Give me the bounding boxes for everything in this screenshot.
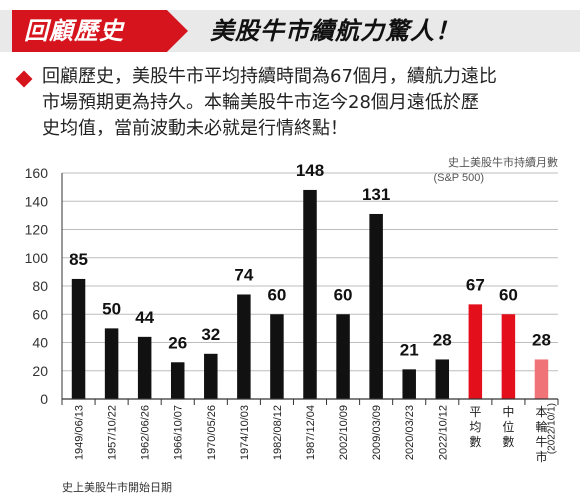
x-tick-label: 市 — [535, 449, 547, 464]
axes — [61, 173, 559, 405]
bar — [402, 369, 416, 399]
x-axis-title: 史上美股牛市開始日期 — [62, 480, 172, 494]
x-tick-label: 1982/08/12 — [272, 405, 284, 460]
x-tick-label: 位 — [502, 419, 514, 434]
data-label: 131 — [362, 185, 390, 204]
data-label: 60 — [267, 285, 286, 304]
data-label: 74 — [234, 265, 253, 284]
data-label: 21 — [400, 340, 419, 359]
data-label: 85 — [69, 250, 88, 269]
description-line-1: 回顧歷史，美股牛市平均持續時間為67個月，續航力遠比 — [42, 66, 497, 87]
x-tick-label: 中 — [502, 404, 514, 419]
x-tick-label: 1966/10/07 — [173, 405, 185, 460]
x-tick-label: 1974/10/03 — [239, 405, 251, 460]
labels: 0 20 40 60 80 100 120 140 160 85 50 44 26 32 74 60 148 60… — [25, 161, 558, 464]
x-tick-label: 2002/10/09 — [338, 405, 350, 460]
series-label-line-2: (S&P 500) — [433, 172, 484, 184]
page-title: 美股牛市續航力驚人！ — [210, 17, 460, 45]
x-tick-label: 牛 — [535, 434, 547, 449]
x-tick-label: 數 — [469, 435, 481, 449]
x-tick-label: 1962/06/26 — [140, 405, 152, 460]
x-tick-label: 1957/10/22 — [107, 405, 119, 460]
x-tick-label: 平 — [469, 405, 481, 419]
x-tick-label: 數 — [502, 435, 514, 449]
bar — [534, 359, 549, 399]
bars — [71, 189, 549, 399]
bar — [104, 328, 119, 399]
bar — [303, 189, 317, 399]
data-label: 67 — [466, 275, 485, 294]
x-tick-label: 2022/10/12 — [437, 405, 449, 460]
data-label: 32 — [201, 325, 220, 344]
y-tick-label: 140 — [25, 193, 49, 209]
description: 回顧歷史，美股牛市平均持續時間為67個月，續航力遠比 市場預期更為持久。本輪美股… — [42, 64, 562, 142]
data-label: 44 — [135, 308, 154, 327]
x-tick-label: 1949/06/13 — [74, 405, 86, 460]
data-label: 148 — [296, 161, 324, 180]
y-tick-label: 100 — [25, 250, 49, 266]
x-tick-label: 1970/05/26 — [206, 405, 218, 460]
bar — [369, 213, 383, 399]
data-label: 50 — [102, 299, 121, 318]
x-tick-label: 輪 — [535, 419, 547, 434]
y-tick-label: 40 — [32, 335, 48, 351]
section-tag-label: 回顧歷史 — [24, 17, 124, 45]
x-tick-note: (2022/10/1) — [546, 403, 557, 454]
y-tick-label: 60 — [32, 306, 48, 322]
y-tick-label: 80 — [32, 278, 48, 294]
bar — [204, 353, 218, 399]
bar — [71, 278, 86, 399]
bar — [137, 336, 152, 399]
data-label: 60 — [334, 285, 353, 304]
bar — [336, 314, 350, 399]
x-tick-label: 均 — [469, 420, 481, 434]
bar — [270, 314, 284, 399]
y-tick-label: 120 — [25, 222, 49, 238]
data-label: 28 — [433, 330, 452, 349]
x-tick-label: 2009/03/09 — [371, 405, 383, 460]
y-tick-label: 160 — [25, 165, 49, 181]
data-label: 60 — [499, 285, 518, 304]
y-tick-label: 20 — [32, 363, 48, 379]
x-tick-label: 本 — [535, 405, 547, 419]
bar — [237, 294, 251, 399]
description-line-3: 史均值，當前波動未必就是行情終點！ — [42, 118, 348, 139]
description-line-2: 市場預期更為持久。本輪美股牛市迄今28個月遠低於歷 — [42, 92, 479, 113]
y-tick-label: 0 — [40, 391, 48, 407]
bar — [435, 359, 450, 399]
data-label: 26 — [168, 333, 187, 352]
section-tag — [12, 10, 188, 52]
title-banner: 回顧歷史 美股牛市續航力驚人！ — [0, 0, 580, 60]
bar — [501, 314, 516, 399]
x-tick-label: 1987/12/04 — [305, 405, 317, 460]
bar — [170, 362, 185, 399]
series-label-line-1: 史上美股牛市持續月數 — [448, 155, 558, 169]
data-label: 28 — [532, 330, 551, 349]
x-tick-label: 2020/03/23 — [404, 405, 416, 460]
bar — [468, 304, 483, 399]
